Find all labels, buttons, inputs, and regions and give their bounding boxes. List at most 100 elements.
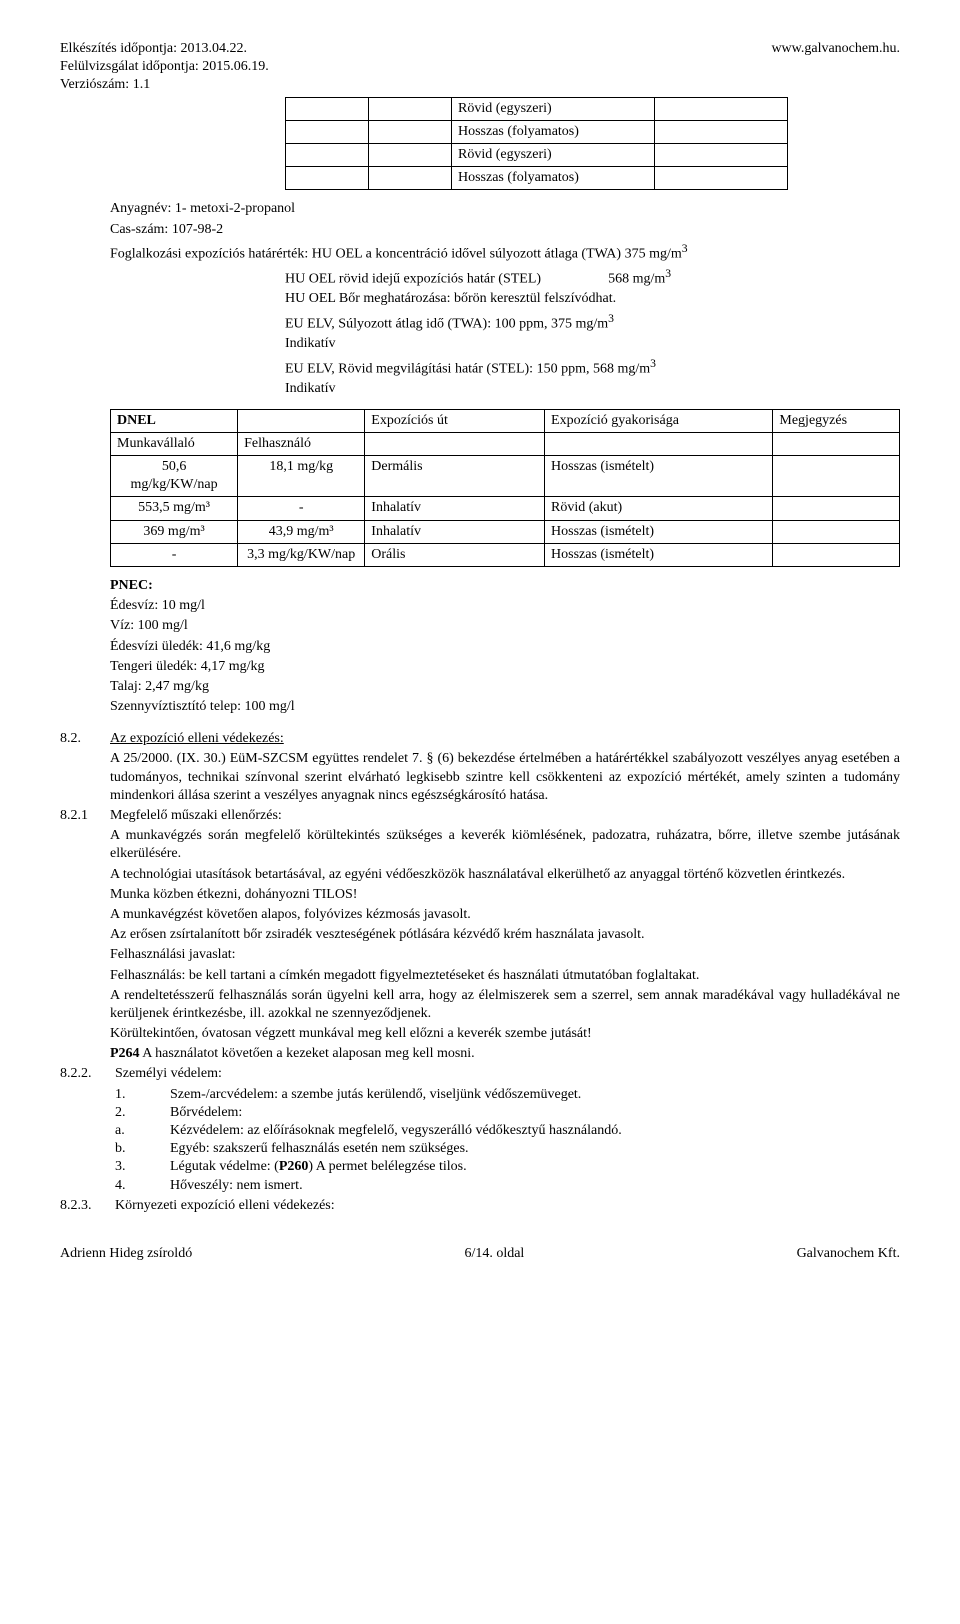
substance-name: Anyagnév: 1- metoxi-2-propanol bbox=[110, 200, 900, 218]
pnec-lines: Édesvíz: 10 mg/l Víz: 100 mg/l Édesvízi ül… bbox=[110, 597, 900, 716]
mini-table-cell bbox=[369, 97, 452, 120]
limit-text: Foglalkozási expozíciós határérték: HU O… bbox=[110, 246, 682, 261]
s821-title: Megfelelő műszaki ellenőrzés: bbox=[110, 807, 900, 825]
mini-table-cell bbox=[369, 120, 452, 143]
dnel-cell: Orális bbox=[365, 543, 545, 566]
dnel-subheader-cell: Munkavállaló bbox=[111, 432, 238, 455]
pnec-line: Szennyvíztisztító telep: 100 mg/l bbox=[110, 698, 900, 716]
p264-text: A használatot követően a kezeket alaposa… bbox=[140, 1046, 475, 1061]
list-text: Kézvédelem: az előírásoknak megfelelő, v… bbox=[170, 1122, 622, 1140]
dnel-cell: - bbox=[238, 497, 365, 520]
eu-twa-sup: 3 bbox=[608, 312, 614, 325]
dnel-header-cell: Expozíció gyakorisága bbox=[545, 409, 773, 432]
footer-left: Adrienn Hideg zsíroldó bbox=[60, 1245, 192, 1263]
stel-line: HU OEL rövid idejű expozíciós határ (STE… bbox=[285, 266, 900, 289]
dnel-subheader-cell bbox=[365, 432, 545, 455]
cas-number: Cas-szám: 107-98-2 bbox=[110, 221, 900, 239]
dnel-cell: Hosszas (ismételt) bbox=[545, 520, 773, 543]
list-number: 3. bbox=[115, 1158, 170, 1176]
website: www.galvanochem.hu. bbox=[771, 40, 900, 95]
dnel-block: DNEL Expozíciós útExpozíció gyakoriságaMe… bbox=[110, 409, 900, 567]
mini-table-container: Rövid (egyszeri)Hosszas (folyamatos)Rövi… bbox=[285, 97, 900, 191]
limit-sup: 3 bbox=[682, 242, 688, 255]
dnel-cell: 3,3 mg/kg/KW/nap bbox=[238, 543, 365, 566]
list-text: Bőrvédelem: bbox=[170, 1104, 242, 1122]
pnec-title: PNEC: bbox=[110, 577, 900, 595]
pnec-line: Édesvízi üledék: 41,6 mg/kg bbox=[110, 638, 900, 656]
s823-num: 8.2.3. bbox=[60, 1197, 115, 1215]
s822-num: 8.2.2. bbox=[60, 1065, 115, 1196]
s821-p8: A rendeltetésszerű felhasználás során üg… bbox=[110, 987, 900, 1023]
p264-code: P264 bbox=[110, 1046, 140, 1061]
list-text: Szem-/arcvédelem: a szembe jutás kerülen… bbox=[170, 1086, 581, 1104]
mini-table-cell bbox=[286, 167, 369, 190]
mini-table-cell: Hosszas (folyamatos) bbox=[452, 167, 655, 190]
list-number: a. bbox=[115, 1122, 170, 1140]
dnel-cell: Dermális bbox=[365, 456, 545, 497]
dnel-header-cell: Megjegyzés bbox=[773, 409, 900, 432]
dnel-cell: 553,5 mg/m³ bbox=[111, 497, 238, 520]
mini-table-cell bbox=[286, 120, 369, 143]
pnec-line: Tengeri üledék: 4,17 mg/kg bbox=[110, 658, 900, 676]
mini-table-cell: Rövid (egyszeri) bbox=[452, 143, 655, 166]
s822-items: 1.Szem-/arcvédelem: a szembe jutás kerül… bbox=[115, 1086, 900, 1195]
pnec-line: Talaj: 2,47 mg/kg bbox=[110, 678, 900, 696]
dnel-header-cell: Expozíciós út bbox=[365, 409, 545, 432]
s821-p5: Az erősen zsírtalanított bőr zsiradék ve… bbox=[110, 926, 900, 944]
s821-num: 8.2.1 bbox=[60, 807, 110, 1065]
s821-p7: Felhasználás: be kell tartani a címkén m… bbox=[110, 967, 900, 985]
mini-table-cell: Hosszas (folyamatos) bbox=[452, 120, 655, 143]
dnel-cell: 50,6 mg/kg/KW/nap bbox=[111, 456, 238, 497]
dnel-cell: Rövid (akut) bbox=[545, 497, 773, 520]
s822-title: Személyi védelem: bbox=[115, 1065, 900, 1083]
dnel-header-cell: DNEL bbox=[111, 409, 238, 432]
substance-block: Anyagnév: 1- metoxi-2-propanol Cas-szám:… bbox=[110, 200, 900, 398]
limit-line: Foglalkozási expozíciós határérték: HU O… bbox=[110, 241, 900, 264]
list-number: 4. bbox=[115, 1177, 170, 1195]
eu-stel-text: EU ELV, Rövid megvilágítási határ (STEL)… bbox=[285, 361, 650, 376]
dnel-cell: Hosszas (ismételt) bbox=[545, 543, 773, 566]
dnel-cell bbox=[773, 520, 900, 543]
s821-p2: A technológiai utasítások betartásával, … bbox=[110, 866, 900, 884]
eu-twa-text: EU ELV, Súlyozott átlag idő (TWA): 100 p… bbox=[285, 316, 608, 331]
dnel-cell: 18,1 mg/kg bbox=[238, 456, 365, 497]
skin-line: HU OEL Bőr meghatározása: bőrön keresztü… bbox=[285, 290, 900, 308]
dnel-cell: 43,9 mg/m³ bbox=[238, 520, 365, 543]
s821-p6: Felhasználási javaslat: bbox=[110, 946, 900, 964]
mini-table-cell bbox=[655, 167, 788, 190]
mini-table-cell: Rövid (egyszeri) bbox=[452, 97, 655, 120]
pnec-line: Édesvíz: 10 mg/l bbox=[110, 597, 900, 615]
p260-code: P260 bbox=[279, 1159, 309, 1174]
eu-stel: EU ELV, Rövid megvilágítási határ (STEL)… bbox=[285, 356, 900, 379]
list-text: Egyéb: szakszerű felhasználás esetén nem… bbox=[170, 1140, 469, 1158]
eu-stel-sup: 3 bbox=[650, 357, 656, 370]
stel-label: HU OEL rövid idejű expozíciós határ (STE… bbox=[285, 271, 541, 286]
s821-p10: P264 A használatot követően a kezeket al… bbox=[110, 1045, 900, 1063]
stel-value: 568 mg/m bbox=[608, 271, 665, 286]
mini-table-cell bbox=[655, 120, 788, 143]
pnec-line: Víz: 100 mg/l bbox=[110, 617, 900, 635]
s82-body: A 25/2000. (IX. 30.) EüM-SZCSM együttes … bbox=[110, 750, 900, 805]
indicative-1: Indikatív bbox=[285, 335, 900, 353]
dnel-cell: Inhalatív bbox=[365, 497, 545, 520]
footer-right: Galvanochem Kft. bbox=[797, 1245, 900, 1263]
dnel-subheader-cell bbox=[545, 432, 773, 455]
s821-p4: A munkavégzést követően alapos, folyóviz… bbox=[110, 906, 900, 924]
prep-date: Elkészítés időpontja: 2013.04.22. bbox=[60, 40, 269, 58]
list-text: Hőveszély: nem ismert. bbox=[170, 1177, 303, 1195]
review-date: Felülvizsgálat időpontja: 2015.06.19. bbox=[60, 58, 269, 76]
dnel-cell: Hosszas (ismételt) bbox=[545, 456, 773, 497]
list-text: Légutak védelme: (P260) A permet beléleg… bbox=[170, 1158, 467, 1176]
s82-title: Az expozíció elleni védekezés: bbox=[110, 730, 900, 748]
stel-sup: 3 bbox=[665, 267, 671, 280]
mini-table-cell bbox=[655, 97, 788, 120]
dnel-subheader-cell bbox=[773, 432, 900, 455]
section-8-2-2: 8.2.2. Személyi védelem: 1.Szem-/arcvéde… bbox=[60, 1065, 900, 1196]
s821-p9: Körültekintően, óvatosan végzett munkáva… bbox=[110, 1025, 900, 1043]
eu-twa: EU ELV, Súlyozott átlag idő (TWA): 100 p… bbox=[285, 311, 900, 334]
dnel-cell: 369 mg/m³ bbox=[111, 520, 238, 543]
footer-center: 6/14. oldal bbox=[464, 1245, 524, 1263]
section-8-2-1: 8.2.1 Megfelelő műszaki ellenőrzés: A mu… bbox=[60, 807, 900, 1065]
dnel-table: DNEL Expozíciós útExpozíció gyakoriságaMe… bbox=[110, 409, 900, 567]
s823-title: Környezeti expozíció elleni védekezés: bbox=[115, 1197, 900, 1215]
